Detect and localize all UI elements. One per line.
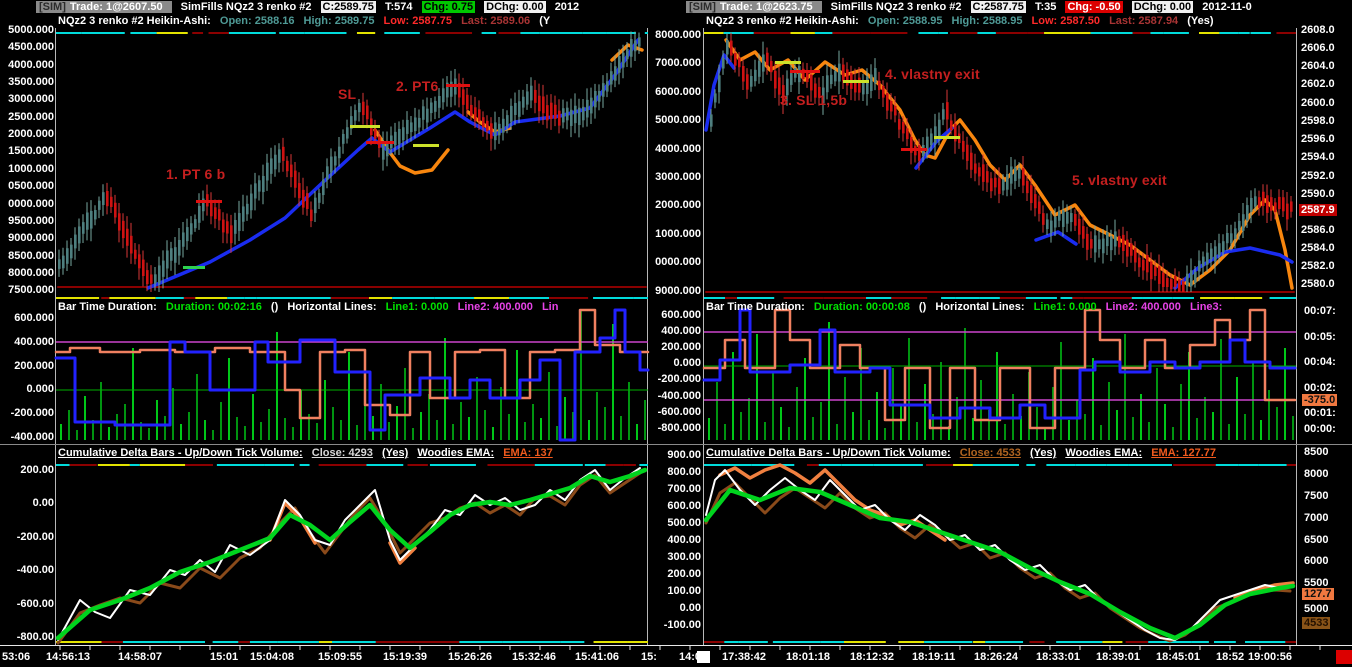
woodies-title: Woodies EMA:: [417, 447, 495, 459]
low-value: Low: 2587.75: [383, 15, 453, 27]
open-value: Open: 2588.95: [867, 15, 943, 27]
day-change-badge: DChg: 0.00: [484, 1, 546, 13]
study-title: Cumulative Delta Bars - Up/Down Tick Vol…: [58, 447, 303, 459]
day-change-badge: DChg: 0.00: [1131, 1, 1194, 13]
extra-flag: (Yes): [1187, 15, 1214, 27]
line3-value: Line3:: [1189, 301, 1223, 313]
sim-trade-chip-left: [SIM] Trade: 1@2607.50: [36, 1, 172, 13]
line2-value: Line2: 400.000: [457, 301, 533, 313]
duration-value: Duration: 00:02:16: [165, 301, 262, 313]
delta-study-header-left: Cumulative Delta Bars - Up/Down Tick Vol…: [58, 447, 559, 460]
change-badge: Chg: -0.50: [1065, 1, 1123, 13]
delta-close-value: Close: 4293: [311, 447, 373, 459]
study-title: Bar Time Duration:: [58, 301, 157, 313]
trade-marker: [790, 70, 820, 73]
trade-marker: [366, 141, 394, 144]
duration-value: Duration: 00:00:08: [813, 301, 910, 313]
sim-label: [SIM]: [39, 1, 66, 13]
date-label: 2012-11-0: [1202, 1, 1252, 13]
trade-marker: [901, 148, 927, 151]
last-value: Last: 2587.94: [1109, 15, 1179, 27]
open-value: Open: 2588.16: [219, 15, 295, 27]
sim-trade-chip-right: [SIM] Trade: 1@2623.75: [686, 1, 822, 13]
line2-value: Line2: 400.000: [1105, 301, 1181, 313]
line1-value: Line1: 0.000: [385, 301, 449, 313]
ema-value: EMA: 137: [503, 447, 553, 459]
high-value: High: 2589.75: [303, 15, 375, 27]
feed-symbol: SimFills NQz2 3 renko #2: [830, 1, 962, 13]
close-price-badge: C:2589.75: [320, 1, 376, 13]
delta-close-value: Close: 4533: [959, 447, 1021, 459]
study-title: Bar Time Duration:: [706, 301, 805, 313]
trade-marker: [196, 200, 222, 203]
title-bar-right: [SIM] Trade: 1@2623.75 SimFills NQz2 3 re…: [686, 1, 1258, 14]
date-label: 2012: [554, 1, 580, 13]
paren: (): [270, 301, 279, 313]
hlines-title: Horizontal Lines:: [287, 301, 377, 313]
axis-scroll-marker: [697, 651, 710, 663]
trade-position: Trade: 1@2623.75: [719, 1, 813, 13]
close-price-badge: C:2587.75: [970, 1, 1026, 13]
trade-marker: [843, 80, 869, 83]
trade-marker: [183, 266, 205, 269]
alert-box: [1336, 650, 1352, 664]
symbol-study-label: NQz2 3 renko #2 Heikin-Ashi:: [706, 15, 859, 27]
yes-flag: (Yes): [381, 447, 409, 459]
ohlc-bar-left: NQz2 3 renko #2 Heikin-Ashi: Open: 2588.…: [58, 15, 556, 28]
duration-study-header-left: Bar Time Duration: Duration: 00:02:16 ()…: [58, 301, 564, 314]
line1-value: Line1: 0.000: [1033, 301, 1097, 313]
hlines-title: Horizontal Lines:: [935, 301, 1025, 313]
trade-marker: [775, 61, 801, 64]
low-value: Low: 2587.50: [1031, 15, 1101, 27]
paren: (): [918, 301, 927, 313]
high-value: High: 2588.95: [951, 15, 1023, 27]
duration-study-header-right: Bar Time Duration: Duration: 00:00:08 ()…: [706, 301, 1228, 314]
last-value: Last: 2589.06: [461, 15, 531, 27]
symbol-study-label: NQz2 3 renko #2 Heikin-Ashi:: [58, 15, 211, 27]
delta-study-header-right: Cumulative Delta Bars - Up/Down Tick Vol…: [706, 447, 1222, 460]
line3-value: Lin: [541, 301, 559, 313]
tick-count: T:35: [1034, 1, 1057, 13]
trade-position: Trade: 1@2607.50: [69, 1, 163, 13]
ohlc-bar-right: NQz2 3 renko #2 Heikin-Ashi: Open: 2588.…: [706, 15, 1220, 28]
yes-flag: (Yes): [1029, 447, 1057, 459]
title-bar-left: [SIM] Trade: 1@2607.50 SimFills NQz2 3 re…: [36, 1, 585, 14]
trade-marker: [350, 125, 380, 128]
ema-value: EMA: 127.77: [1151, 447, 1217, 459]
tick-count: T:574: [384, 1, 413, 13]
change-badge: Chg: 0.75: [421, 1, 476, 13]
trade-marker: [413, 144, 439, 147]
extra-flag: (Y: [539, 15, 551, 27]
study-title: Cumulative Delta Bars - Up/Down Tick Vol…: [706, 447, 951, 459]
trade-marker: [446, 84, 470, 87]
sim-label: [SIM]: [689, 1, 716, 13]
trade-marker: [934, 136, 960, 139]
feed-symbol: SimFills NQz2 3 renko #2: [180, 1, 312, 13]
woodies-title: Woodies EMA:: [1065, 447, 1143, 459]
